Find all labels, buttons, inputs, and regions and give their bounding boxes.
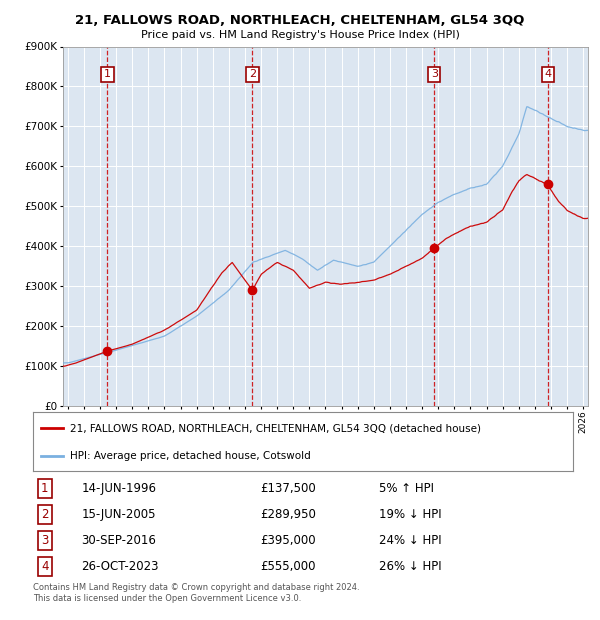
Text: 14-JUN-1996: 14-JUN-1996 <box>82 482 157 495</box>
Text: £289,950: £289,950 <box>260 508 316 521</box>
Text: 4: 4 <box>544 69 551 79</box>
Text: 4: 4 <box>41 560 49 573</box>
Text: 26% ↓ HPI: 26% ↓ HPI <box>379 560 441 573</box>
Text: £137,500: £137,500 <box>260 482 316 495</box>
Text: 21, FALLOWS ROAD, NORTHLEACH, CHELTENHAM, GL54 3QQ (detached house): 21, FALLOWS ROAD, NORTHLEACH, CHELTENHAM… <box>70 423 481 433</box>
Text: 26-OCT-2023: 26-OCT-2023 <box>82 560 159 573</box>
Text: 15-JUN-2005: 15-JUN-2005 <box>82 508 156 521</box>
Text: 1: 1 <box>104 69 111 79</box>
Text: 2: 2 <box>248 69 256 79</box>
Text: 1: 1 <box>41 482 49 495</box>
Text: 3: 3 <box>41 534 49 547</box>
Text: 30-SEP-2016: 30-SEP-2016 <box>82 534 157 547</box>
Text: £395,000: £395,000 <box>260 534 316 547</box>
Text: 21, FALLOWS ROAD, NORTHLEACH, CHELTENHAM, GL54 3QQ: 21, FALLOWS ROAD, NORTHLEACH, CHELTENHAM… <box>76 14 524 27</box>
Text: 2: 2 <box>41 508 49 521</box>
Text: £555,000: £555,000 <box>260 560 316 573</box>
Text: 5% ↑ HPI: 5% ↑ HPI <box>379 482 434 495</box>
Text: 3: 3 <box>431 69 438 79</box>
Text: This data is licensed under the Open Government Licence v3.0.: This data is licensed under the Open Gov… <box>33 594 301 603</box>
Text: 19% ↓ HPI: 19% ↓ HPI <box>379 508 441 521</box>
Text: Contains HM Land Registry data © Crown copyright and database right 2024.: Contains HM Land Registry data © Crown c… <box>33 583 359 592</box>
Text: HPI: Average price, detached house, Cotswold: HPI: Average price, detached house, Cots… <box>70 451 310 461</box>
Text: 24% ↓ HPI: 24% ↓ HPI <box>379 534 441 547</box>
Text: Price paid vs. HM Land Registry's House Price Index (HPI): Price paid vs. HM Land Registry's House … <box>140 30 460 40</box>
